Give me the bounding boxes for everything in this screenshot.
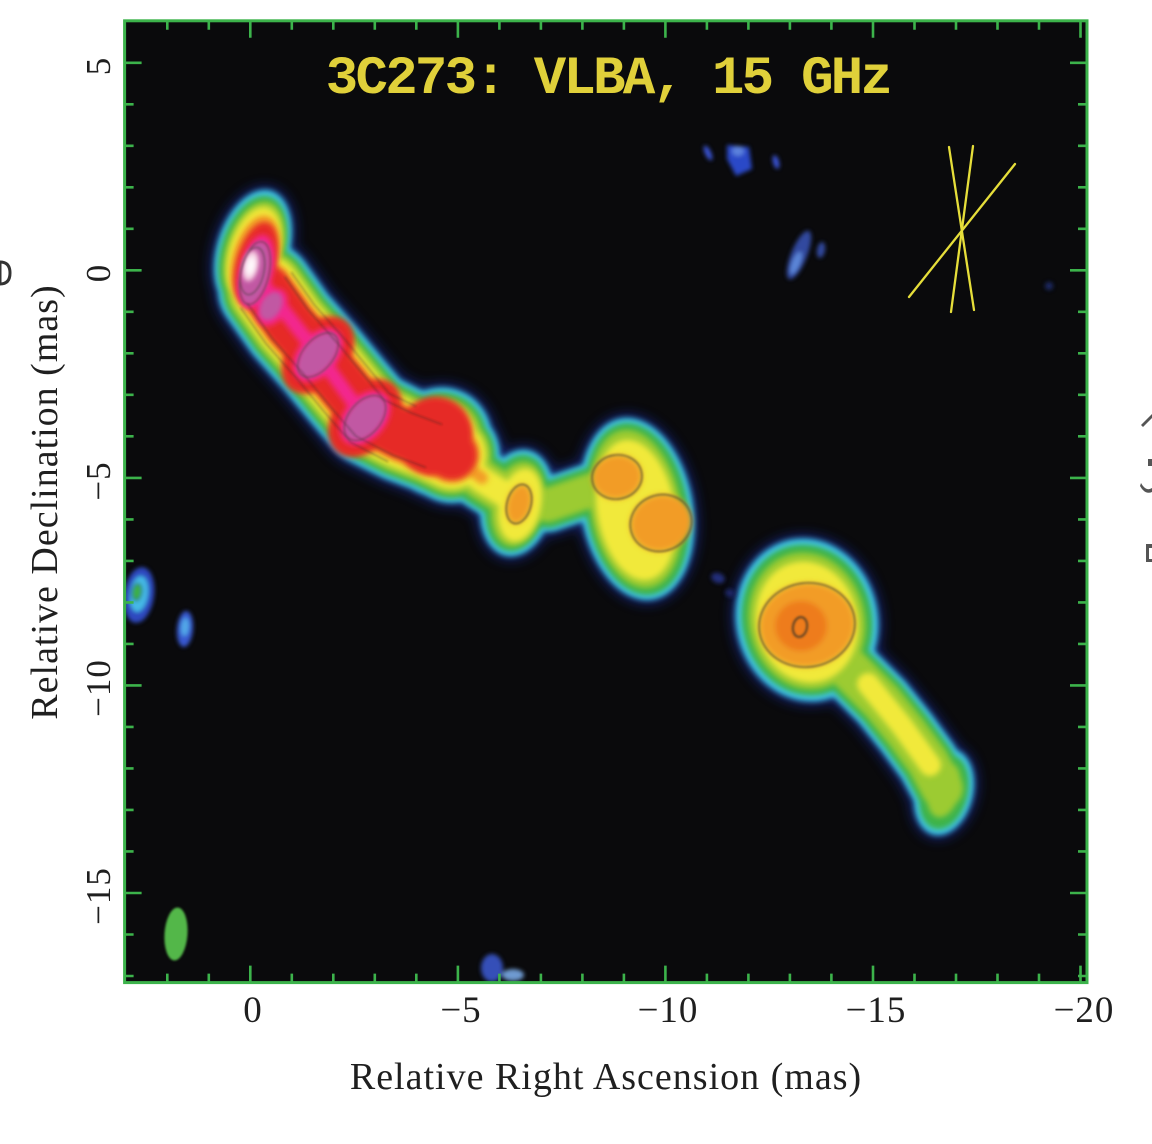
svg-text:−10: −10 [79, 659, 118, 717]
svg-text:5: 5 [79, 57, 118, 76]
svg-text:0: 0 [243, 990, 263, 1031]
svg-text:−5: −5 [79, 461, 118, 500]
svg-text:−5: −5 [440, 990, 481, 1031]
svg-text:−15: −15 [846, 990, 907, 1031]
svg-text:Relative Right Ascension (mas): Relative Right Ascension (mas) [350, 1056, 862, 1098]
svg-text:Relative Declination (mas): Relative Declination (mas) [24, 284, 66, 719]
svg-text:−10: −10 [638, 990, 699, 1031]
svg-text:−15: −15 [79, 867, 118, 925]
svg-text:3C273: VLBA, 15 GHz: 3C273: VLBA, 15 GHz [326, 49, 890, 110]
svg-text:0: 0 [79, 264, 118, 283]
svg-text:−20: −20 [1054, 990, 1115, 1031]
